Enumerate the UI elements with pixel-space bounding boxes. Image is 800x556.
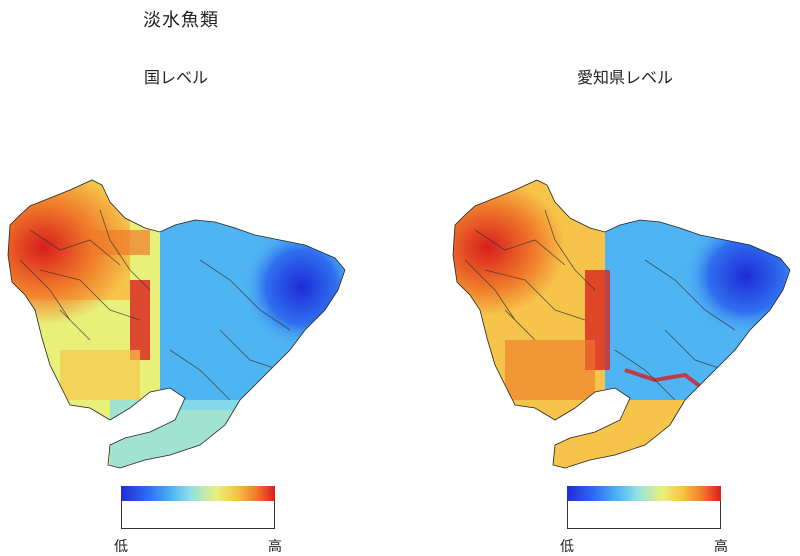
legend-frame-prefecture <box>567 501 721 529</box>
figure-title: 淡水魚類 <box>143 10 219 31</box>
legend-frame-national <box>121 501 275 529</box>
legend-bar-national <box>121 486 275 501</box>
legend-low-label-prefecture: 低 <box>560 539 574 555</box>
map-national <box>7 179 346 469</box>
panel-title-national: 国レベル <box>144 68 209 87</box>
legend-high-label-national: 高 <box>268 539 282 555</box>
map-prefecture <box>452 179 791 469</box>
legend-bar-prefecture <box>567 486 721 501</box>
panel-title-prefecture: 愛知県レベル <box>577 68 674 87</box>
legend-low-label-national: 低 <box>114 539 128 555</box>
legend-high-label-prefecture: 高 <box>714 539 728 555</box>
